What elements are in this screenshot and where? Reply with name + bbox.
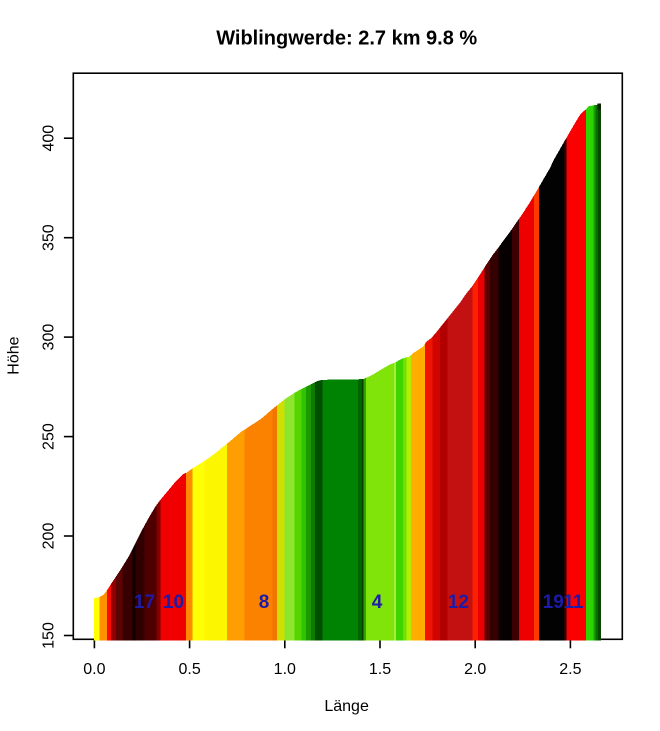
svg-text:1.0: 1.0 bbox=[274, 661, 296, 678]
svg-text:0.0: 0.0 bbox=[83, 661, 105, 678]
svg-text:12: 12 bbox=[448, 592, 469, 613]
svg-text:2.0: 2.0 bbox=[464, 661, 486, 678]
svg-text:400: 400 bbox=[40, 125, 57, 152]
svg-text:19: 19 bbox=[543, 592, 564, 613]
svg-text:150: 150 bbox=[40, 622, 57, 649]
svg-text:Höhe: Höhe bbox=[6, 336, 23, 374]
svg-text:0.5: 0.5 bbox=[178, 661, 200, 678]
svg-text:200: 200 bbox=[40, 523, 57, 550]
svg-text:4: 4 bbox=[372, 592, 383, 613]
svg-text:350: 350 bbox=[40, 224, 57, 251]
svg-text:1.5: 1.5 bbox=[369, 661, 391, 678]
svg-text:10: 10 bbox=[163, 592, 184, 613]
svg-text:11: 11 bbox=[563, 592, 584, 613]
svg-text:17: 17 bbox=[134, 592, 155, 613]
svg-text:Wiblingwerde: 2.7 km 9.8 %: Wiblingwerde: 2.7 km 9.8 % bbox=[216, 27, 477, 49]
svg-text:250: 250 bbox=[40, 423, 57, 450]
svg-text:Länge: Länge bbox=[324, 698, 369, 715]
svg-text:2.5: 2.5 bbox=[559, 661, 581, 678]
svg-text:8: 8 bbox=[259, 592, 270, 613]
svg-text:300: 300 bbox=[40, 324, 57, 351]
